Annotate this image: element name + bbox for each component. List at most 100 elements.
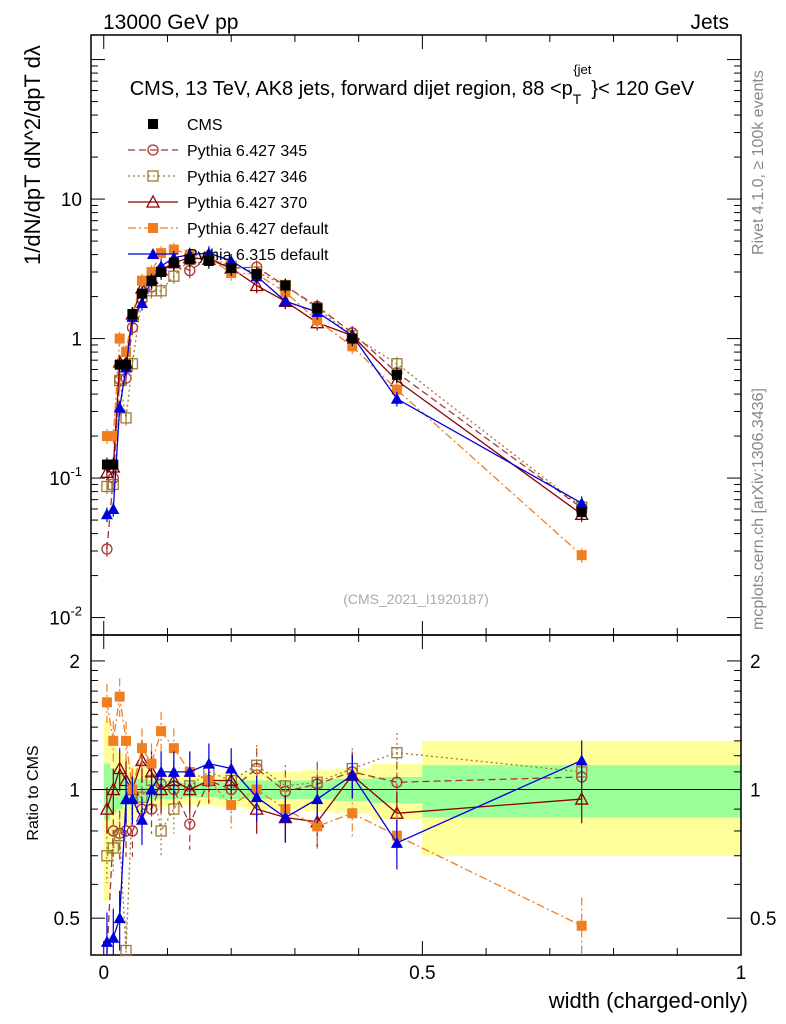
- point-pythia-6-315-default: [113, 401, 126, 413]
- point-cms: [184, 254, 195, 265]
- ratio-point-pythia-6-315-default: [167, 765, 180, 777]
- point-pythia-6-427-346: [155, 285, 167, 297]
- ratio-point-pythia-6-315-default: [575, 754, 588, 766]
- x-tick-label: 1: [736, 963, 747, 984]
- point-cms: [156, 267, 167, 278]
- point-pythia-6-315-default: [100, 508, 113, 520]
- ratio-point-pythia-6-427-default: [168, 743, 179, 754]
- point-cms: [101, 459, 112, 470]
- energy-label: 13000 GeV pp: [103, 11, 238, 34]
- ratio-line-pythia-6-427-370: [106, 759, 582, 823]
- point-pythia-6-315-default: [202, 247, 215, 259]
- legend-label-pythia-6-427-370: Pythia 6.427 370: [187, 195, 307, 212]
- ratio-point-pythia-6-427-default: [114, 691, 125, 702]
- legend-marker-pythia-6-427-345: [147, 144, 159, 156]
- ratio-y-tick-label: 0.5: [54, 909, 80, 930]
- point-cms: [280, 280, 291, 291]
- y-tick-label: 10-2: [49, 604, 82, 630]
- legend-label-cms: CMS: [187, 117, 223, 134]
- category-label: Jets: [690, 11, 729, 34]
- ratio-point-pythia-6-427-default: [347, 808, 358, 819]
- ratio-y-tick-label-right: 0.5: [750, 909, 776, 930]
- legend-marker-cms: [148, 119, 158, 129]
- point-cms: [391, 369, 402, 380]
- point-pythia-6-427-default: [312, 315, 323, 326]
- point-cms: [576, 507, 587, 518]
- ratio-panel: 0 0.5 1 0.5 0.5 1 1 2 2: [54, 634, 776, 984]
- legend-label-pythia-6-315-default: Pythia 6.315 default: [187, 247, 329, 264]
- rivet-label: Rivet 4.1.0, ≥ 100k events: [750, 70, 767, 255]
- point-pythia-6-427-346: [120, 412, 132, 424]
- line-pythia-6-427-345: [106, 257, 583, 550]
- ratio-point-pythia-6-427-default: [136, 743, 147, 754]
- ratio-point-pythia-6-315-default: [183, 765, 196, 777]
- ratio-line-pythia-6-427-346: [106, 751, 582, 951]
- ratio-point-pythia-6-427-default: [146, 758, 157, 769]
- ratio-line-pythia-6-315-default: [106, 759, 582, 943]
- ratio-line-pythia-6-427-default: [106, 696, 582, 927]
- point-pythia-6-427-default: [146, 267, 157, 278]
- main-panel: 10-2 10-1 1 10: [49, 34, 742, 636]
- legend-label-pythia-6-427-346: Pythia 6.427 346: [187, 169, 307, 186]
- point-pythia-6-427-345: [101, 543, 113, 555]
- analysis-id: (CMS_2021_I1920187): [343, 591, 489, 607]
- ratio-point-pythia-6-427-346: [101, 850, 113, 862]
- legend: CMS Pythia 6.427 345 Pythia 6.427 346 Pythi…: [128, 117, 329, 264]
- line-pythia-6-427-346: [106, 257, 583, 508]
- ratio-point-pythia-6-427-370: [112, 761, 127, 775]
- chart-title-main: CMS, 13 TeV, AK8 jets, forward dijet reg…: [130, 78, 573, 100]
- x-tick-label: 0.5: [409, 963, 435, 984]
- point-pythia-6-427-default: [168, 244, 179, 255]
- point-pythia-6-427-default: [108, 431, 119, 442]
- ratio-point-pythia-6-315-default: [100, 935, 113, 947]
- line-pythia-6-427-default: [106, 248, 583, 556]
- ratio-point-pythia-6-315-default: [346, 769, 359, 781]
- ratio-point-pythia-6-427-370: [99, 801, 115, 815]
- chart-title-sub: T: [573, 91, 582, 107]
- point-pythia-6-315-default: [279, 295, 292, 307]
- chart-title: CMS, 13 TeV, AK8 jets, forward dijet reg…: [130, 62, 695, 107]
- ratio-point-pythia-6-427-default: [226, 800, 237, 811]
- line-pythia-6-427-370: [106, 257, 583, 515]
- legend-marker-pythia-6-315-default: [147, 248, 159, 259]
- legend-label-pythia-6-427-345: Pythia 6.427 345: [187, 143, 307, 160]
- y-axis-label-math: 1/dN/dpT dN^2/dpT dλ: [20, 45, 45, 265]
- point-pythia-6-315-default: [575, 497, 588, 509]
- point-pythia-6-427-default: [121, 347, 132, 358]
- point-pythia-6-427-default: [391, 384, 402, 395]
- ratio-frame: [90, 634, 742, 956]
- ratio-point-pythia-6-427-default: [156, 726, 167, 737]
- point-cms: [168, 257, 179, 268]
- point-pythia-6-427-370: [249, 278, 264, 292]
- ratio-point-pythia-6-427-default: [121, 735, 132, 746]
- ratio-point-pythia-6-427-346: [168, 803, 180, 815]
- ratio-y-tick-label-right: 1: [750, 781, 761, 802]
- ratio-point-pythia-6-427-346: [155, 825, 167, 837]
- y-tick-label: 10: [61, 190, 82, 211]
- ratio-point-pythia-6-315-default: [155, 765, 168, 777]
- point-pythia-6-427-default: [156, 248, 167, 259]
- point-cms: [121, 359, 132, 370]
- main-y-axis-label: 1/dN/dpT dN^2/dpT dλ: [20, 45, 45, 265]
- ratio-point-pythia-6-427-default: [312, 821, 323, 832]
- point-cms: [136, 288, 147, 299]
- point-pythia-6-427-346: [107, 478, 119, 491]
- legend-marker-pythia-6-427-370: [145, 194, 161, 208]
- point-pythia-6-427-346: [168, 270, 180, 282]
- point-cms: [251, 269, 262, 280]
- x-tick-label: 0: [98, 963, 109, 984]
- ratio-point-pythia-6-315-default: [202, 757, 215, 769]
- ratio-y-tick-label-right: 2: [750, 652, 761, 673]
- point-pythia-6-427-default: [136, 275, 147, 286]
- mcplots-label: mcplots.cern.ch [arXiv:1306.3436]: [750, 388, 767, 630]
- point-pythia-6-427-346: [114, 374, 126, 387]
- ratio-point-pythia-6-427-370: [106, 782, 121, 796]
- ratio-point-pythia-6-427-345: [391, 776, 403, 788]
- ratio-y-axis-label: Ratio to CMS: [25, 745, 42, 840]
- point-cms: [127, 309, 138, 320]
- ratio-point-pythia-6-315-default: [113, 912, 126, 924]
- point-pythia-6-427-default: [576, 550, 587, 561]
- point-cms: [114, 359, 125, 370]
- ratio-y-tick-label: 2: [69, 652, 80, 673]
